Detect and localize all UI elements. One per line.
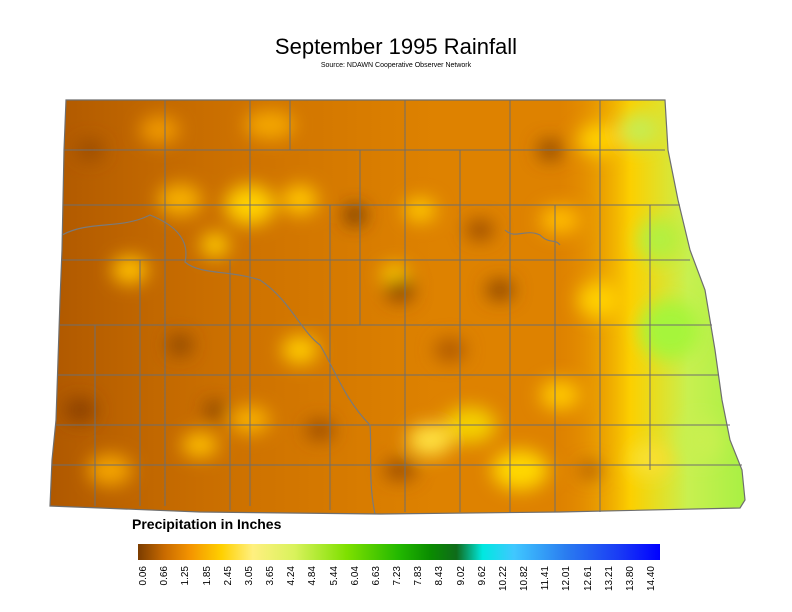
legend-tick-label: 8.43 [434, 566, 446, 586]
legend-tick-label: 14.40 [646, 566, 657, 592]
map-title: September 1995 Rainfall [274, 34, 518, 59]
legend-tick-label: 12.61 [582, 566, 594, 592]
legend-tick-label: 10.22 [497, 566, 509, 592]
legend-tick-label: 4.84 [307, 566, 319, 586]
rainfall-surface [50, 100, 745, 514]
legend-tick-label: 12.01 [561, 566, 573, 592]
legend-tick-label: 4.24 [286, 566, 298, 586]
legend-tick-label: 0.06 [138, 566, 149, 586]
devils-lake [504, 229, 561, 246]
legend-tick-label: 1.85 [201, 566, 213, 586]
legend-tick-label: 2.45 [222, 566, 234, 586]
map-subtitle: Source: NDAWN Cooperative Observer Netwo… [320, 62, 472, 69]
legend-tick-label: 13.21 [603, 566, 615, 592]
legend-tick-label: 0.66 [159, 566, 171, 586]
legend-tick-label: 7.23 [392, 566, 403, 586]
legend-tick-label: 11.41 [540, 566, 552, 591]
legend-tick-label: 10.82 [519, 566, 530, 592]
legend-color-bar [138, 544, 660, 560]
legend-tick-label: 3.65 [265, 566, 276, 586]
legend-title: Precipitation in Inches [132, 516, 282, 532]
legend-tick-label: 9.02 [455, 566, 467, 586]
legend-tick-label: 6.63 [370, 566, 382, 586]
legend-tick-label: 13.80 [624, 566, 636, 592]
legend-tick-label: 6.04 [349, 566, 361, 586]
state-outline [49, 99, 746, 515]
legend-tick-labels: 0.06 0.66 1.25 1.85 2.45 3.05 3.65 4.24 4.84 5.44… [138, 566, 660, 606]
legend-tick-label: 3.05 [243, 566, 255, 586]
missouri-river [61, 214, 376, 515]
legend-tick-label: 1.25 [180, 566, 192, 586]
county-boundaries [52, 100, 742, 512]
legend-tick-label: 5.44 [328, 566, 340, 586]
legend-tick-label: 9.62 [476, 566, 488, 586]
legend-tick-label: 7.83 [413, 566, 425, 586]
